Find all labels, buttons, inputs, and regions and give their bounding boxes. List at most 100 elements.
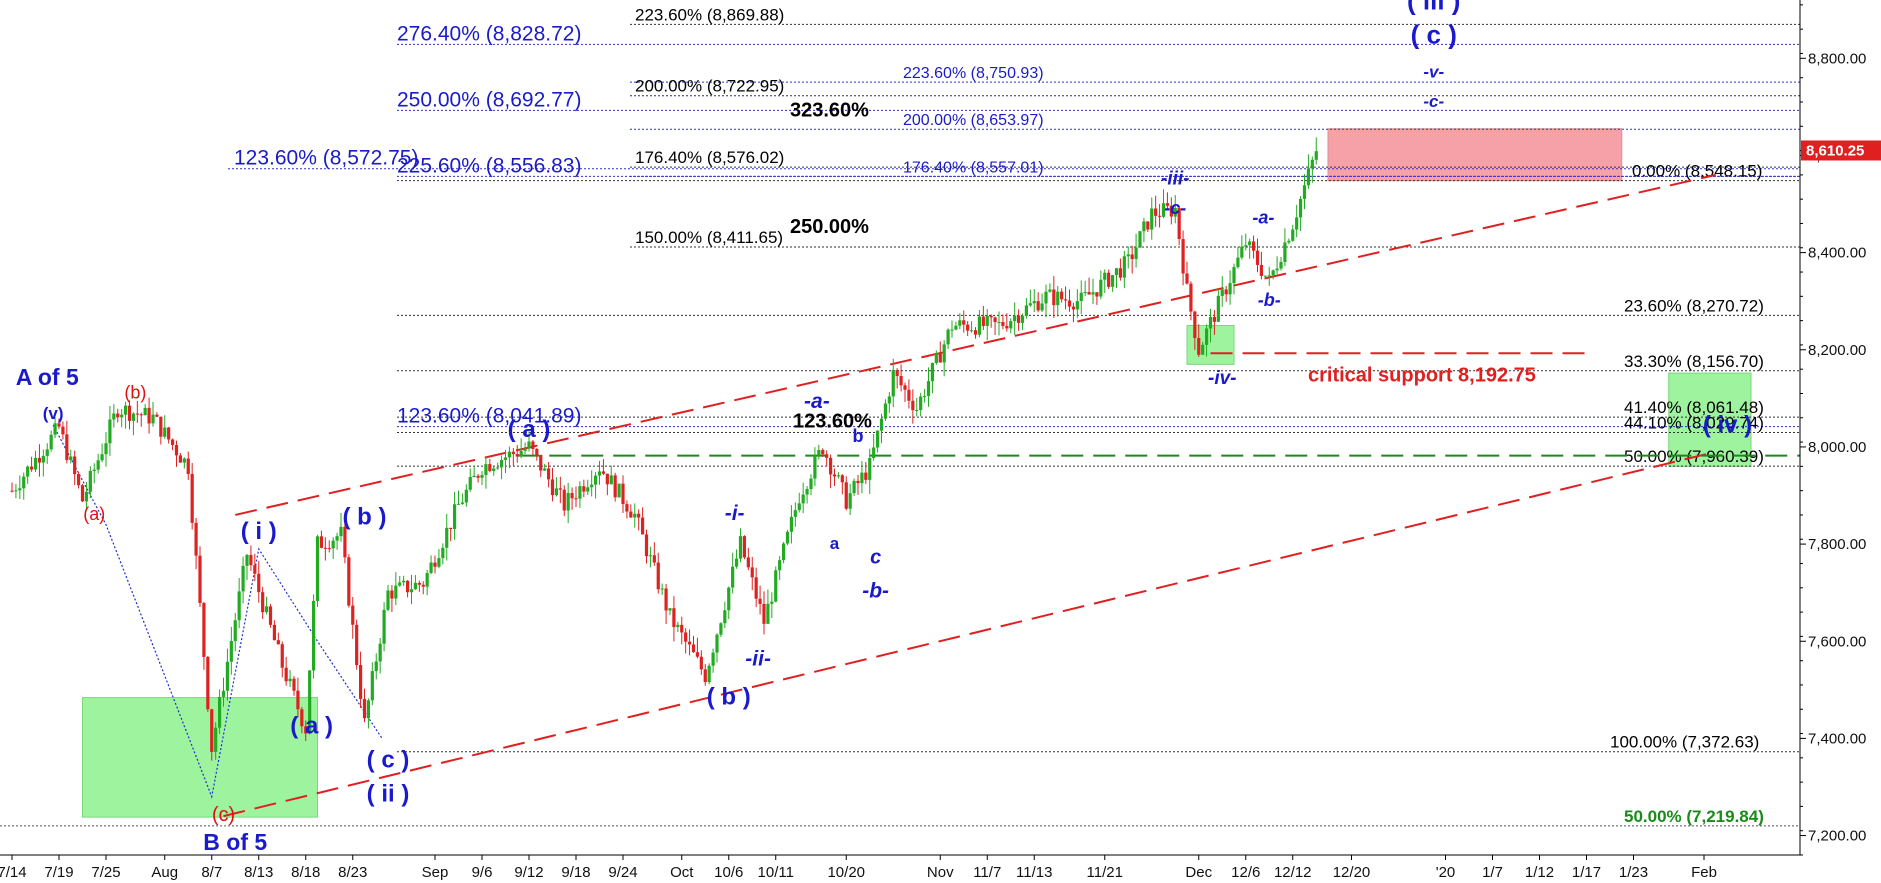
candle-body: [1056, 291, 1060, 306]
candle-body: [856, 480, 860, 484]
wave-label-0: A of 5: [16, 364, 79, 390]
x-tick-label: 1/17: [1572, 864, 1601, 881]
candle-body: [766, 603, 770, 624]
fib-label-0: 223.60% (8,869.88): [635, 5, 784, 24]
candle-body: [237, 591, 241, 621]
y-tick-label: 8,400.00: [1808, 245, 1866, 262]
wave-label-18: c: [870, 547, 881, 569]
candle-body: [1306, 168, 1311, 186]
candle-body: [1228, 283, 1232, 295]
candle-body: [1052, 289, 1056, 306]
candle-body: [257, 573, 261, 593]
x-tick-label: Nov: [927, 864, 954, 881]
candle-body: [1298, 198, 1303, 218]
candle-body: [449, 527, 453, 529]
candle-body: [597, 471, 602, 476]
candle-body: [1208, 317, 1213, 329]
candle-body: [1224, 289, 1228, 295]
candle-body: [155, 414, 159, 417]
candle-body: [229, 640, 233, 662]
wave-dotted-path: [52, 424, 383, 799]
x-tick-label: 12/12: [1274, 864, 1312, 881]
candle-body: [167, 427, 171, 440]
x-tick-label: 9/6: [472, 864, 493, 881]
candle-body: [852, 480, 856, 494]
candle-body: [950, 329, 954, 331]
candle-body: [1110, 275, 1115, 287]
candle-body: [875, 430, 880, 448]
candle-body: [452, 504, 457, 529]
candle-body: [311, 600, 316, 671]
candle-body: [887, 396, 891, 404]
wave-label-2: (b): [124, 382, 146, 402]
candle-body: [1189, 283, 1193, 312]
wave-label-25: ( iii ): [1407, 0, 1460, 16]
candle-body: [217, 697, 222, 728]
candle-body: [754, 577, 758, 599]
x-tick-label: Oct: [670, 864, 694, 881]
fib-label-16: 44.10% (8,029.74): [1624, 413, 1764, 432]
candle-body: [946, 329, 950, 345]
wave-label-26: ( c ): [1411, 20, 1457, 50]
candle-body: [1020, 315, 1025, 323]
candle-body: [1236, 257, 1240, 268]
fib-label-18: 100.00% (7,372.63): [1610, 733, 1759, 752]
candle-body: [1024, 305, 1029, 316]
x-tick-label: '20: [1436, 864, 1456, 881]
candle-body: [1032, 301, 1036, 304]
candle-body: [80, 485, 85, 502]
candle-body: [840, 475, 844, 483]
candle-body: [797, 503, 801, 511]
red-zone-target: [1327, 128, 1623, 182]
candle-body: [288, 678, 292, 682]
y-tick-label: 8,200.00: [1808, 342, 1866, 359]
candle-body: [331, 540, 335, 549]
candle-body: [915, 409, 919, 411]
x-tick-label: 10/20: [827, 864, 865, 881]
candle-body: [684, 632, 688, 642]
candle-body: [206, 656, 210, 710]
candle-body: [778, 560, 782, 571]
candle-body: [1103, 272, 1107, 280]
candle-body: [883, 403, 888, 419]
fib-label-19: 50.00% (7,219.84): [1624, 807, 1764, 826]
candle-body: [1251, 241, 1256, 251]
candle-body: [100, 454, 104, 461]
candle-body: [194, 522, 198, 556]
candle-body: [480, 474, 484, 478]
fib-label-7: 176.40% (8,576.02): [635, 148, 784, 167]
wave-label-10: B of 5: [203, 829, 267, 855]
candle-body: [1134, 247, 1138, 260]
candle-body: [123, 405, 128, 415]
candle-body: [1275, 268, 1279, 271]
candle-body: [198, 555, 202, 604]
candle-body: [1107, 272, 1111, 287]
candle-body: [1048, 289, 1052, 292]
candle-body: [22, 476, 26, 489]
candle-body: [813, 455, 817, 479]
candle-body: [629, 511, 633, 518]
candle-body: [1130, 254, 1134, 260]
candle-body: [734, 558, 739, 567]
wave-label-22: -a-: [1252, 207, 1274, 227]
candle-body: [821, 449, 825, 455]
candle-body: [617, 483, 621, 498]
candle-body: [300, 709, 304, 727]
candle-body: [774, 570, 778, 602]
candle-body: [76, 474, 81, 486]
candle-body: [1232, 267, 1236, 284]
candle-body: [832, 474, 837, 477]
channel-upper-line: [235, 173, 1716, 516]
candle-body: [554, 488, 559, 496]
fib-label-9: 225.60% (8,556.83): [397, 154, 581, 177]
candle-body: [382, 609, 386, 644]
candle-body: [969, 330, 974, 332]
critical-support-label: critical support 8,192.75: [1308, 364, 1536, 386]
candle-body: [1244, 245, 1248, 247]
candle-body: [993, 317, 997, 323]
candle-body: [1036, 301, 1040, 311]
extension-label-1: 250.00%: [790, 216, 869, 238]
candle-body: [836, 475, 841, 477]
x-tick-label: 1/23: [1619, 864, 1648, 881]
candle-body: [147, 407, 151, 424]
